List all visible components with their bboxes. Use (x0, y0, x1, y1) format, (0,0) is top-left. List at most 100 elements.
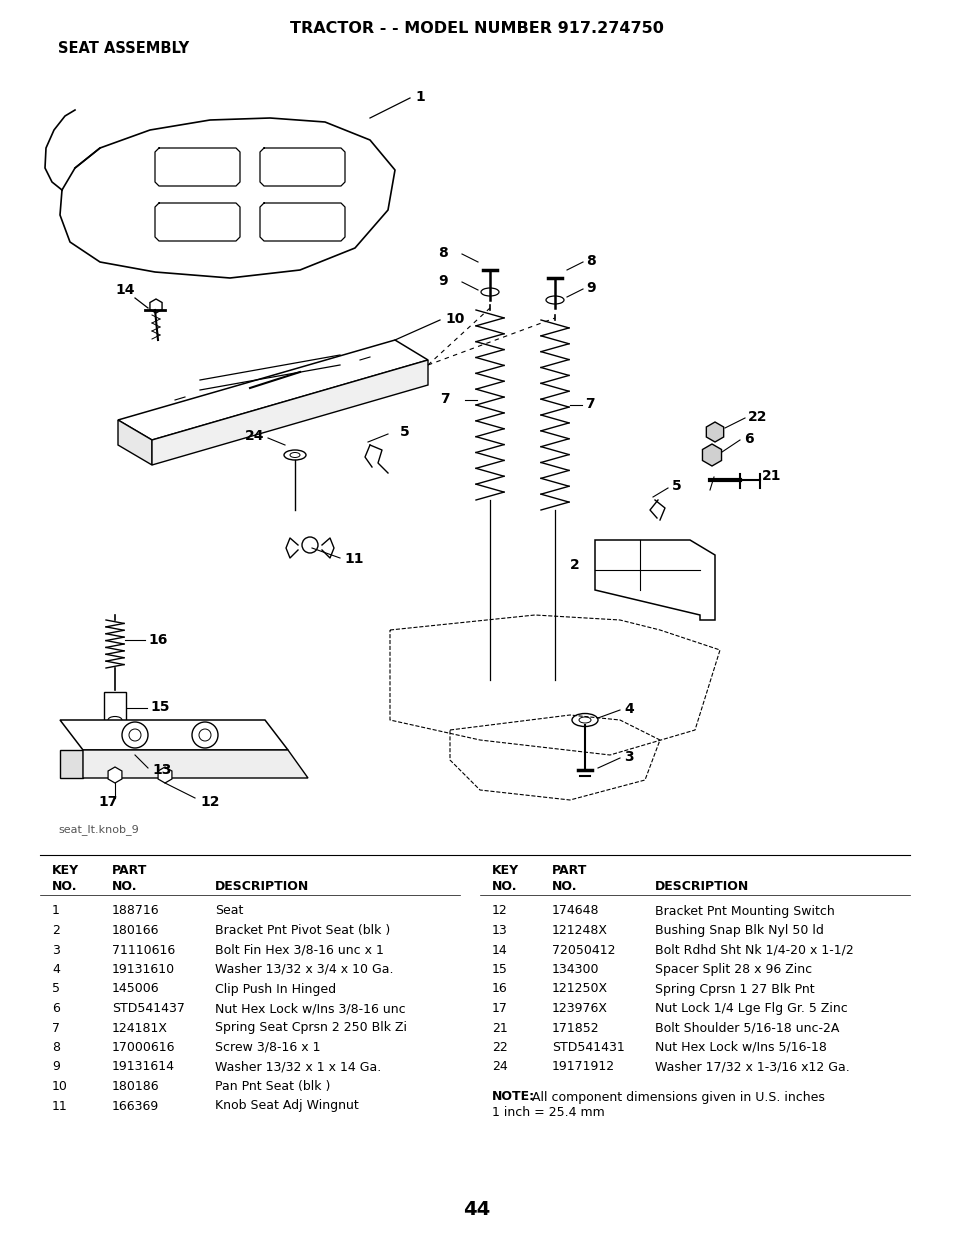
Polygon shape (60, 720, 288, 750)
Text: TRACTOR - - MODEL NUMBER 917.274750: TRACTOR - - MODEL NUMBER 917.274750 (290, 21, 663, 36)
Text: PART: PART (552, 864, 587, 878)
Bar (104, 692, 126, 724)
Text: 4: 4 (623, 701, 633, 716)
Text: 17: 17 (98, 795, 117, 809)
Ellipse shape (572, 714, 598, 726)
Text: Bracket Pnt Mounting Switch: Bracket Pnt Mounting Switch (655, 904, 834, 918)
Text: 3: 3 (623, 750, 633, 764)
Text: 123976X: 123976X (552, 1002, 607, 1015)
Text: 11: 11 (344, 552, 363, 566)
Circle shape (192, 722, 218, 748)
Text: Washer 13/32 x 1 x 14 Ga.: Washer 13/32 x 1 x 14 Ga. (214, 1061, 381, 1073)
Text: Washer 13/32 x 3/4 x 10 Ga.: Washer 13/32 x 3/4 x 10 Ga. (214, 963, 393, 976)
Text: NO.: NO. (112, 881, 137, 893)
Text: Knob Seat Adj Wingnut: Knob Seat Adj Wingnut (214, 1099, 358, 1113)
Text: 134300: 134300 (552, 963, 598, 976)
Text: 72050412: 72050412 (552, 944, 615, 956)
Text: SEAT ASSEMBLY: SEAT ASSEMBLY (58, 41, 189, 56)
Text: 19131610: 19131610 (112, 963, 175, 976)
Text: Spring Seat Cprsn 2 250 Blk Zi: Spring Seat Cprsn 2 250 Blk Zi (214, 1021, 407, 1035)
Text: NO.: NO. (52, 881, 77, 893)
Text: 180186: 180186 (112, 1079, 159, 1093)
Text: Nut Hex Lock w/Ins 5/16-18: Nut Hex Lock w/Ins 5/16-18 (655, 1041, 826, 1053)
Text: Bolt Rdhd Sht Nk 1/4-20 x 1-1/2: Bolt Rdhd Sht Nk 1/4-20 x 1-1/2 (655, 944, 853, 956)
Text: 24: 24 (492, 1061, 507, 1073)
Text: 2: 2 (570, 558, 579, 572)
Text: Pan Pnt Seat (blk ): Pan Pnt Seat (blk ) (214, 1079, 330, 1093)
Text: 171852: 171852 (552, 1021, 599, 1035)
Text: 180166: 180166 (112, 924, 159, 937)
Text: 21: 21 (492, 1021, 507, 1035)
Text: Bolt Fin Hex 3/8-16 unc x 1: Bolt Fin Hex 3/8-16 unc x 1 (214, 944, 383, 956)
Text: 15: 15 (150, 700, 170, 714)
Text: 24: 24 (244, 429, 264, 443)
Text: All component dimensions given in U.S. inches: All component dimensions given in U.S. i… (532, 1091, 824, 1104)
Text: 124181X: 124181X (112, 1021, 168, 1035)
Text: NO.: NO. (492, 881, 517, 893)
Text: 9: 9 (438, 274, 448, 288)
Text: 166369: 166369 (112, 1099, 159, 1113)
Text: 21: 21 (761, 469, 781, 483)
Ellipse shape (108, 716, 122, 724)
Text: 14: 14 (115, 283, 134, 296)
Text: 17000616: 17000616 (112, 1041, 175, 1053)
Text: Bracket Pnt Pivot Seat (blk ): Bracket Pnt Pivot Seat (blk ) (214, 924, 390, 937)
Text: 1 inch = 25.4 mm: 1 inch = 25.4 mm (492, 1107, 604, 1119)
Text: 44: 44 (463, 1200, 490, 1219)
Text: 9: 9 (585, 282, 595, 295)
Circle shape (129, 729, 141, 741)
Text: 17: 17 (492, 1002, 507, 1015)
Polygon shape (83, 750, 308, 778)
Text: 71110616: 71110616 (112, 944, 175, 956)
Text: 16: 16 (492, 983, 507, 995)
Text: 5: 5 (52, 983, 60, 995)
Circle shape (122, 722, 148, 748)
Text: Screw 3/8-16 x 1: Screw 3/8-16 x 1 (214, 1041, 320, 1053)
Text: 19131614: 19131614 (112, 1061, 174, 1073)
Text: 5: 5 (399, 425, 410, 438)
Text: Clip Push In Hinged: Clip Push In Hinged (214, 983, 335, 995)
Text: 7: 7 (52, 1021, 60, 1035)
Text: 121250X: 121250X (552, 983, 607, 995)
Text: 12: 12 (200, 795, 219, 809)
Text: STD541431: STD541431 (552, 1041, 624, 1053)
Polygon shape (118, 340, 428, 440)
Text: 12: 12 (492, 904, 507, 918)
Polygon shape (60, 750, 83, 778)
Ellipse shape (284, 450, 306, 459)
Text: KEY: KEY (492, 864, 518, 878)
Ellipse shape (480, 288, 498, 296)
Text: Seat: Seat (214, 904, 243, 918)
Polygon shape (118, 420, 152, 466)
Text: 6: 6 (743, 432, 753, 446)
Text: Bushing Snap Blk Nyl 50 ld: Bushing Snap Blk Nyl 50 ld (655, 924, 823, 937)
Text: 11: 11 (52, 1099, 68, 1113)
Text: 22: 22 (747, 410, 767, 424)
Text: 7: 7 (584, 396, 594, 411)
Text: 22: 22 (492, 1041, 507, 1053)
Text: 16: 16 (148, 634, 167, 647)
Circle shape (199, 729, 211, 741)
Ellipse shape (578, 718, 590, 722)
Text: Bolt Shoulder 5/16-18 unc-2A: Bolt Shoulder 5/16-18 unc-2A (655, 1021, 839, 1035)
Text: Washer 17/32 x 1-3/16 x12 Ga.: Washer 17/32 x 1-3/16 x12 Ga. (655, 1061, 849, 1073)
Text: Spring Cprsn 1 27 Blk Pnt: Spring Cprsn 1 27 Blk Pnt (655, 983, 814, 995)
Text: 5: 5 (671, 479, 681, 493)
Text: NOTE:: NOTE: (492, 1091, 535, 1104)
Text: 8: 8 (52, 1041, 60, 1053)
Text: NO.: NO. (552, 881, 577, 893)
Text: 10: 10 (444, 312, 464, 326)
Text: 14: 14 (492, 944, 507, 956)
Polygon shape (595, 540, 714, 620)
Circle shape (302, 537, 317, 553)
Text: Spacer Split 28 x 96 Zinc: Spacer Split 28 x 96 Zinc (655, 963, 811, 976)
Text: 4: 4 (52, 963, 60, 976)
Text: PART: PART (112, 864, 147, 878)
Text: 2: 2 (52, 924, 60, 937)
Text: STD541437: STD541437 (112, 1002, 185, 1015)
Text: 1: 1 (52, 904, 60, 918)
Text: 6: 6 (52, 1002, 60, 1015)
Polygon shape (152, 359, 428, 466)
Text: 7: 7 (440, 391, 450, 406)
Text: 9: 9 (52, 1061, 60, 1073)
